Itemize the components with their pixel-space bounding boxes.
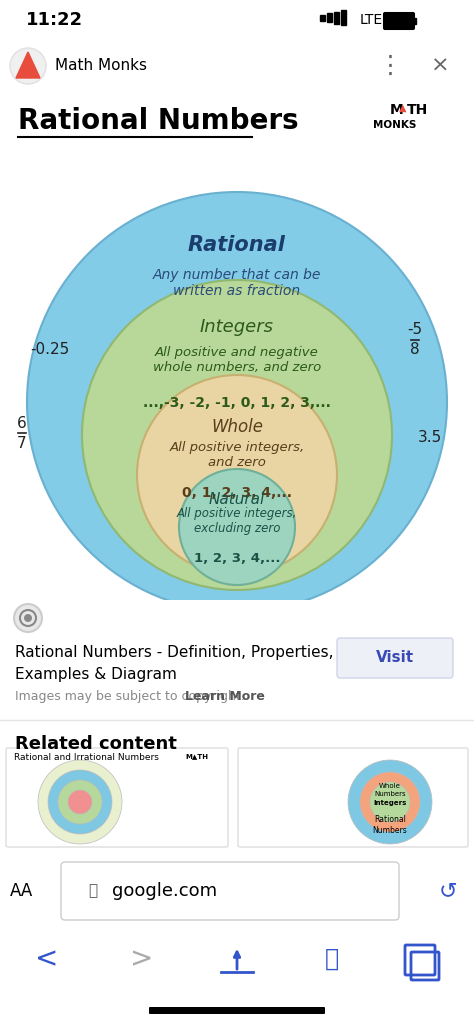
Text: 7: 7 (17, 436, 27, 451)
Text: All positive integers,
and zero: All positive integers, and zero (169, 441, 305, 469)
Bar (327, 13, 332, 22)
Text: Integers: Integers (374, 800, 407, 806)
Text: Math Monks: Math Monks (55, 58, 147, 74)
Text: 📖: 📖 (325, 947, 339, 971)
Text: All positive and negative
whole numbers, and zero: All positive and negative whole numbers,… (153, 346, 321, 374)
Circle shape (370, 782, 410, 822)
Text: -5: -5 (408, 323, 422, 337)
Text: AA: AA (10, 882, 34, 900)
Circle shape (58, 780, 102, 824)
Text: Whole: Whole (211, 418, 263, 436)
Text: M: M (390, 102, 404, 117)
Text: Rational Numbers - Definition, Properties,: Rational Numbers - Definition, Propertie… (15, 645, 334, 660)
Text: Integers: Integers (200, 318, 274, 336)
Text: Rational: Rational (188, 235, 286, 255)
Text: Learn More: Learn More (185, 690, 265, 703)
Circle shape (14, 604, 42, 632)
Text: Natural: Natural (209, 492, 265, 507)
Text: TH: TH (407, 102, 428, 117)
Text: ×: × (431, 56, 449, 76)
Circle shape (24, 614, 32, 622)
Text: 🔒: 🔒 (88, 884, 97, 899)
Bar (334, 12, 339, 24)
Text: Visit: Visit (376, 651, 414, 665)
Text: 0, 1, 2, 3, 4,...: 0, 1, 2, 3, 4,... (182, 486, 292, 500)
Text: ▲: ▲ (399, 102, 407, 113)
Text: 1, 2, 3, 4,...: 1, 2, 3, 4,... (194, 551, 280, 565)
Bar (320, 15, 325, 20)
Circle shape (348, 760, 432, 844)
Text: LTE: LTE (360, 13, 383, 27)
Text: 6: 6 (17, 415, 27, 430)
Bar (413, 18, 416, 24)
FancyBboxPatch shape (149, 1007, 325, 1014)
Circle shape (38, 760, 122, 844)
FancyBboxPatch shape (238, 748, 468, 847)
Text: Any number that can be
written as fraction: Any number that can be written as fracti… (153, 268, 321, 298)
Circle shape (360, 772, 420, 832)
Text: Examples & Diagram: Examples & Diagram (15, 667, 177, 682)
Text: MONKS: MONKS (374, 120, 417, 130)
Text: <: < (35, 945, 59, 973)
FancyBboxPatch shape (6, 748, 228, 847)
Text: Rational and Irrational Numbers: Rational and Irrational Numbers (14, 753, 159, 762)
Circle shape (68, 790, 92, 814)
Text: >: > (130, 945, 154, 973)
Text: Whole
Numbers: Whole Numbers (374, 783, 406, 796)
Text: google.com: google.com (112, 882, 217, 900)
Circle shape (48, 770, 112, 834)
Circle shape (10, 48, 46, 84)
FancyBboxPatch shape (61, 862, 399, 920)
Text: 8: 8 (410, 342, 420, 358)
Circle shape (179, 469, 295, 585)
Text: Rational
Numbers: Rational Numbers (373, 815, 407, 834)
Circle shape (82, 280, 392, 590)
Circle shape (137, 375, 337, 575)
Text: ↺: ↺ (439, 882, 457, 901)
Text: -0.25: -0.25 (30, 342, 70, 358)
Text: All positive integers,
excluding zero: All positive integers, excluding zero (177, 507, 297, 535)
Text: 11:22: 11:22 (27, 11, 83, 29)
Text: M▲TH: M▲TH (185, 753, 208, 758)
FancyBboxPatch shape (384, 13, 414, 29)
Polygon shape (16, 52, 40, 78)
Text: Related content: Related content (15, 735, 177, 753)
Text: ...,-3, -2, -1, 0, 1, 2, 3,...: ...,-3, -2, -1, 0, 1, 2, 3,... (143, 396, 331, 410)
Circle shape (27, 192, 447, 612)
FancyBboxPatch shape (337, 638, 453, 678)
Text: 3.5: 3.5 (418, 429, 442, 445)
Text: Rational Numbers: Rational Numbers (18, 107, 299, 135)
Text: Images may be subject to copyright.: Images may be subject to copyright. (15, 690, 245, 703)
Bar (341, 10, 346, 25)
Text: ⋮: ⋮ (377, 54, 402, 78)
